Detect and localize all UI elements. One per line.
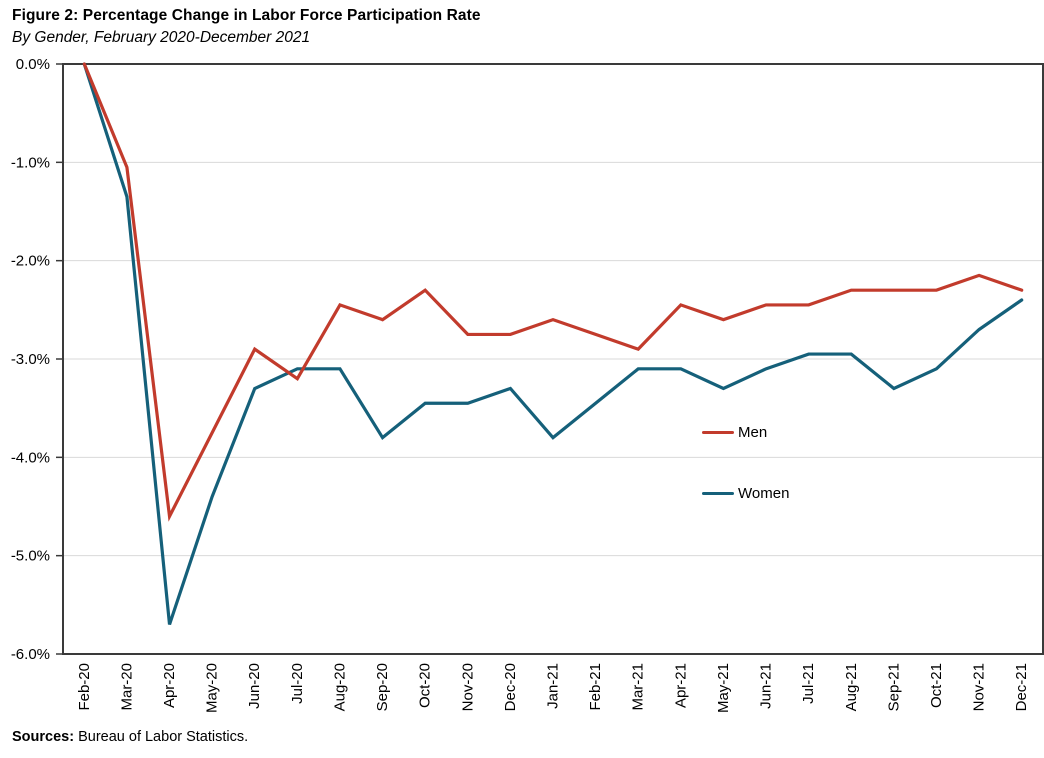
y-axis-label: -1.0% <box>11 154 50 171</box>
x-axis-label: Dec-21 <box>1013 663 1030 711</box>
x-axis-label: Mar-21 <box>630 663 647 711</box>
legend-entry-men: Men <box>702 424 767 441</box>
x-axis-label: Jul-20 <box>289 663 306 704</box>
chart-title: Figure 2: Percentage Change in Labor For… <box>12 7 481 24</box>
x-axis-label: Dec-20 <box>502 663 519 711</box>
women-line-swatch-icon <box>702 491 734 496</box>
y-axis-label: -2.0% <box>11 253 50 270</box>
x-axis-label: May-21 <box>715 663 732 713</box>
x-axis-label: Jul-21 <box>800 663 817 704</box>
chart-subtitle: By Gender, February 2020-December 2021 <box>12 29 311 46</box>
x-axis-label: Aug-20 <box>331 663 348 711</box>
x-axis-label: Jun-21 <box>758 663 775 709</box>
x-axis-label: Mar-20 <box>118 663 135 711</box>
x-axis-label: Apr-20 <box>161 663 178 708</box>
legend-entry-women: Women <box>702 485 789 502</box>
x-axis-label: Apr-21 <box>672 663 689 708</box>
x-axis-label: Feb-20 <box>76 663 93 711</box>
legend-label-women: Women <box>738 485 790 502</box>
sources-text: Bureau of Labor Statistics. <box>74 729 249 745</box>
x-axis-label: May-20 <box>204 663 221 713</box>
x-axis-label: Oct-21 <box>928 663 945 708</box>
women-line <box>82 62 1024 626</box>
x-axis-label: Aug-21 <box>843 663 860 711</box>
men-line-swatch-icon <box>702 430 734 435</box>
sources-label: Sources: <box>12 729 75 745</box>
men-line <box>82 62 1024 522</box>
x-axis-label: Feb-21 <box>587 663 604 711</box>
x-axis-label: Sep-20 <box>374 663 391 711</box>
x-axis-label: Oct-20 <box>417 663 434 708</box>
x-axis-label: Sep-21 <box>885 663 902 711</box>
y-axis-label: 0.0% <box>16 56 50 73</box>
legend-label-men: Men <box>738 424 768 441</box>
x-axis-label: Nov-21 <box>971 663 988 711</box>
y-axis-label: -3.0% <box>11 351 50 368</box>
x-axis-label: Nov-20 <box>459 663 476 711</box>
y-axis-label: -4.0% <box>11 449 50 466</box>
sources-line: Sources: Bureau of Labor Statistics. <box>12 729 248 745</box>
y-axis-label: -5.0% <box>11 548 50 565</box>
y-axis-label: -6.0% <box>11 646 50 663</box>
x-axis-label: Jan-21 <box>545 663 562 709</box>
x-axis-label: Jun-20 <box>246 663 263 709</box>
